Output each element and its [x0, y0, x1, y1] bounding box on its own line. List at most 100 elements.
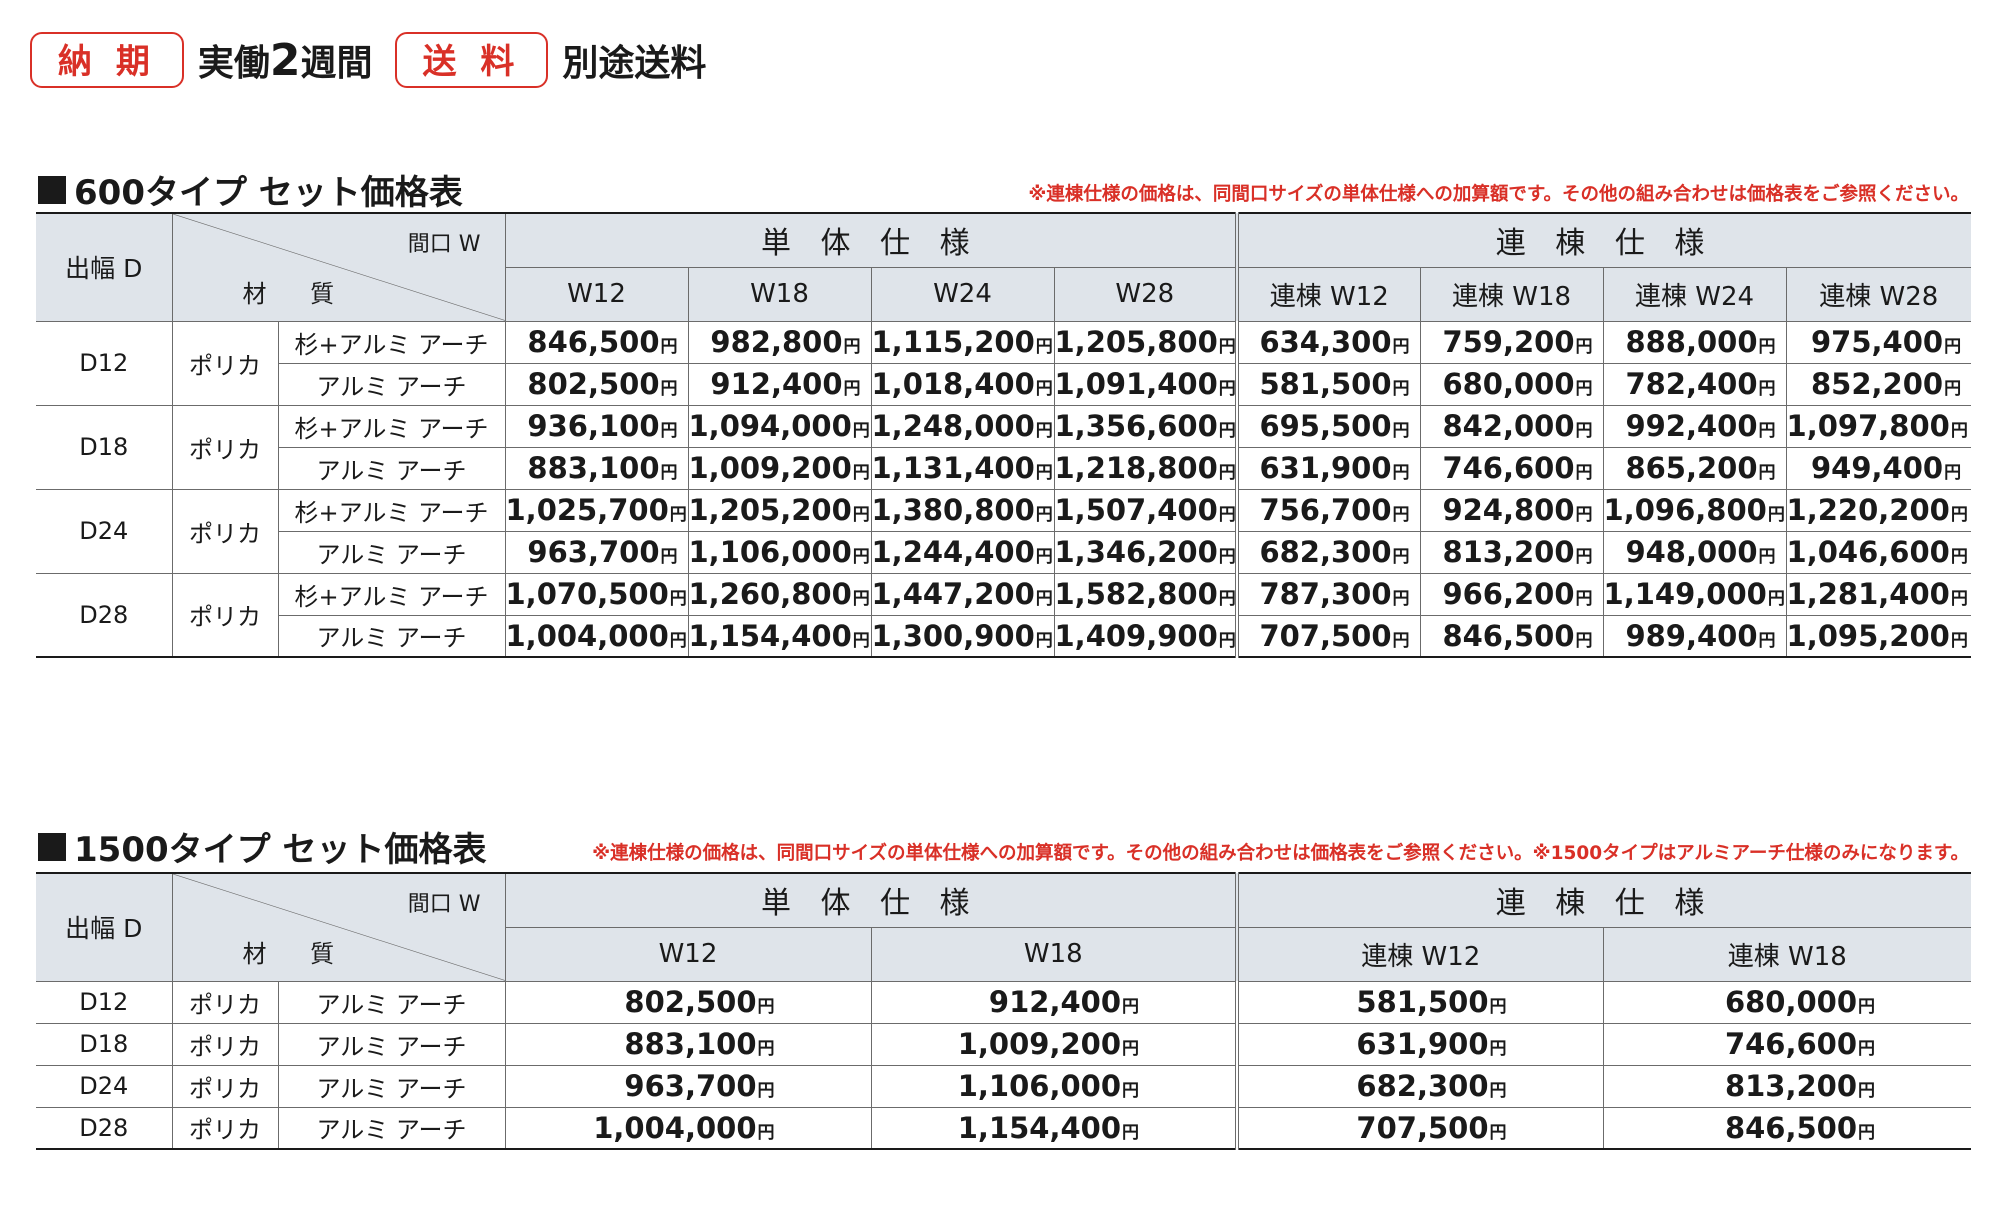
price-value: 707,500	[1259, 618, 1392, 653]
yen-unit: 円	[852, 630, 870, 651]
price-cell: 1,106,000円	[870, 1064, 1238, 1108]
price-cell: 631,900円	[1235, 1022, 1604, 1066]
material-cell: 杉+アルミ アーチ	[277, 320, 506, 364]
depth-cell: D24	[36, 488, 173, 574]
price-value: 680,000	[1442, 367, 1575, 401]
price-value: 989,400	[1625, 618, 1758, 653]
table-row: D12 ポリカ アルミ アーチ 802,500円 912,400円 581,500円 680…	[36, 980, 1972, 1024]
yen-unit: 円	[1950, 505, 1968, 525]
price-cell: 813,200円	[1602, 1064, 1972, 1108]
delivery-post: 週間	[300, 43, 373, 84]
axis-header: 間口 W 材 質	[171, 872, 506, 982]
table-row: アルミ アーチ 802,500円 912,400円 1,018,400円 1,091,4…	[36, 362, 1972, 406]
price-value: 1,025,700	[505, 493, 669, 527]
yen-unit: 円	[1218, 337, 1236, 357]
price-value: 1,409,900	[1054, 618, 1218, 653]
delivery-badge: 納 期	[30, 32, 184, 88]
linked-spec-header: 連 棟 仕 様	[1235, 872, 1972, 928]
yen-unit: 円	[669, 505, 687, 525]
price-cell: 802,500円	[504, 362, 689, 406]
price-cell: 1,380,800円	[870, 488, 1055, 532]
table600-note: ※連棟仕様の価格は、同間口サイズの単体仕様への加算額です。その他の組み合わせは価…	[1028, 184, 1969, 205]
yen-unit: 円	[1035, 379, 1053, 399]
table-row: D18 ポリカ アルミ アーチ 883,100円 1,009,200円 631,900円 7…	[36, 1022, 1972, 1066]
price-value: 1,205,800	[1054, 325, 1218, 359]
price-value: 1,131,400	[871, 451, 1035, 485]
width-axis-label: 間口 W	[407, 892, 481, 917]
material-cell: アルミ アーチ	[277, 980, 506, 1024]
price-value: 949,400	[1811, 451, 1944, 485]
diagonal-line	[173, 214, 505, 321]
price-cell: 756,700円	[1235, 488, 1421, 532]
yen-unit: 円	[1392, 589, 1410, 609]
price-value: 1,356,600	[1054, 409, 1218, 443]
price-value: 756,700	[1259, 493, 1392, 527]
yen-unit: 円	[1035, 337, 1053, 357]
price-cell: 846,500円	[1419, 614, 1604, 658]
shipping-badge: 送 料	[394, 32, 549, 88]
diagonal-line	[173, 874, 505, 981]
price-value: 1,096,800	[1603, 493, 1767, 527]
yen-unit: 円	[852, 463, 870, 483]
yen-unit: 円	[1767, 589, 1785, 609]
material-cell: アルミ アーチ	[278, 530, 506, 574]
price-value: 1,154,400	[957, 1110, 1122, 1145]
column-header-single: W18	[870, 926, 1238, 982]
price-value: 631,900	[1356, 1027, 1489, 1061]
yen-unit: 円	[1122, 1081, 1140, 1101]
price-value: 1,106,000	[957, 1069, 1122, 1103]
yen-unit: 円	[1218, 421, 1236, 441]
price-cell: 1,154,400円	[687, 614, 872, 658]
yen-unit: 円	[1858, 1081, 1876, 1101]
price-value: 1,046,600	[1786, 535, 1950, 569]
price-cell: 1,131,400円	[870, 446, 1055, 490]
price-cell: 982,800円	[687, 320, 872, 364]
category-cell: ポリカ	[171, 980, 279, 1024]
price-value: 1,281,400	[1786, 577, 1950, 611]
yen-unit: 円	[1758, 337, 1776, 357]
price-cell: 992,400円	[1602, 404, 1787, 448]
yen-unit: 円	[852, 547, 870, 567]
yen-unit: 円	[843, 337, 861, 357]
price-value: 842,000	[1442, 409, 1575, 443]
category-cell: ポリカ	[171, 404, 279, 490]
category-cell: ポリカ	[171, 488, 279, 574]
price-value: 759,200	[1442, 325, 1575, 359]
price-cell: 1,409,900円	[1053, 614, 1238, 658]
yen-unit: 円	[1758, 547, 1776, 567]
yen-unit: 円	[1758, 379, 1776, 399]
yen-unit: 円	[660, 421, 678, 441]
yen-unit: 円	[1035, 421, 1053, 441]
price-cell: 936,100円	[504, 404, 689, 448]
price-cell: 963,700円	[504, 1064, 872, 1108]
yen-unit: 円	[1758, 463, 1776, 483]
yen-unit: 円	[669, 630, 687, 651]
column-header-linked: 連棟 W24	[1602, 266, 1787, 322]
price-value: 813,200	[1442, 535, 1575, 569]
yen-unit: 円	[1489, 1122, 1507, 1143]
delivery-pre: 実働	[197, 43, 270, 84]
yen-unit: 円	[1858, 1122, 1876, 1143]
depth-cell: D24	[36, 1064, 173, 1108]
price-cell: 1,009,200円	[870, 1022, 1238, 1066]
price-table-600: 出幅 D 間口 W 材 質 単 体 仕 様 連 棟 仕 様 W12 W18 W24 W…	[36, 212, 1972, 658]
price-cell: 1,154,400円	[870, 1106, 1238, 1150]
price-cell: 1,218,800円	[1053, 446, 1238, 490]
price-cell: 963,700円	[504, 530, 689, 574]
price-cell: 888,000円	[1602, 320, 1787, 364]
delivery-num: 2	[269, 35, 301, 86]
price-value: 1,009,200	[957, 1027, 1122, 1061]
yen-unit: 円	[852, 505, 870, 525]
price-cell: 707,500円	[1235, 614, 1421, 658]
table1500-title: 1500タイプ セット価格表	[38, 822, 486, 871]
yen-unit: 円	[1575, 630, 1593, 651]
price-cell: 680,000円	[1602, 980, 1972, 1024]
price-cell: 1,115,200円	[870, 320, 1055, 364]
price-value: 1,070,500	[505, 577, 669, 611]
price-value: 924,800	[1442, 493, 1575, 527]
price-value: 1,106,000	[688, 535, 852, 569]
price-cell: 1,097,800円	[1785, 404, 1972, 448]
table600-title: 600タイプ セット価格表	[38, 165, 463, 214]
yen-unit: 円	[669, 589, 687, 609]
price-value: 1,009,200	[688, 451, 852, 485]
